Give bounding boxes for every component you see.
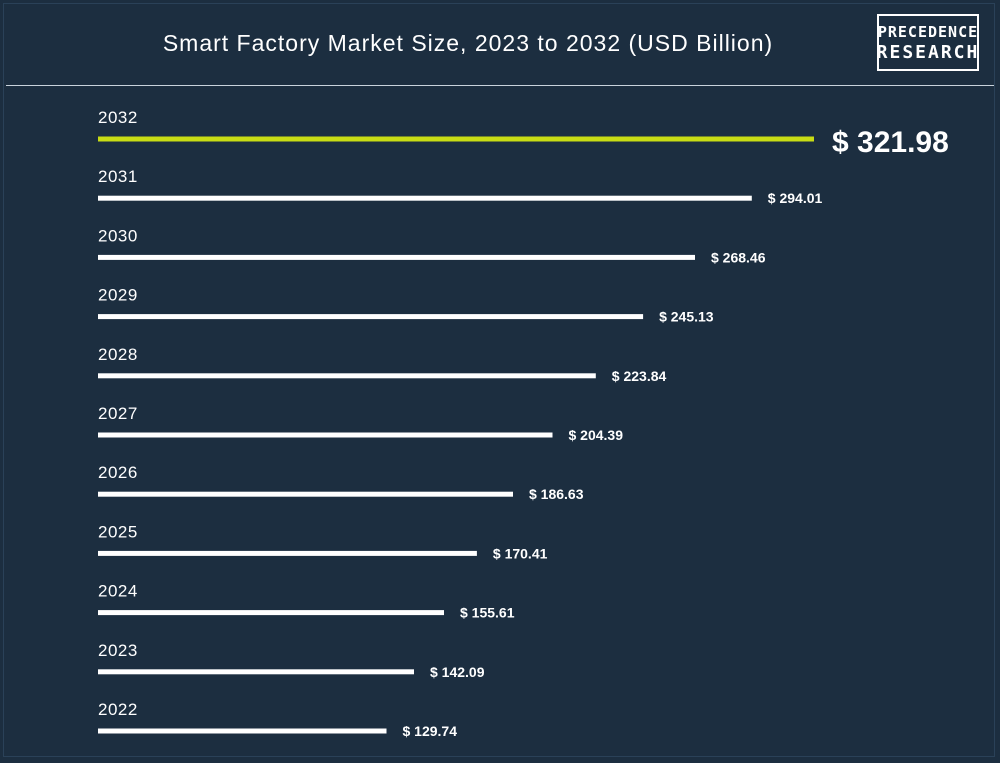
year-label: 2030 xyxy=(98,226,138,245)
value-label: $ 170.41 xyxy=(493,545,548,561)
bar xyxy=(98,669,414,675)
bar xyxy=(98,314,644,320)
value-label: $ 129.74 xyxy=(403,723,458,739)
chart-frame xyxy=(3,3,995,757)
year-label: 2032 xyxy=(98,108,138,127)
bar xyxy=(98,432,553,438)
value-label: $ 294.01 xyxy=(768,190,823,206)
value-label: $ 268.46 xyxy=(711,249,766,265)
bar xyxy=(98,728,387,734)
highlight-bar xyxy=(98,136,814,142)
year-label: 2023 xyxy=(98,641,138,660)
year-label: 2031 xyxy=(98,167,138,186)
year-label: 2029 xyxy=(98,286,138,305)
logo-line-2: RESEARCH xyxy=(876,41,980,63)
year-label: 2025 xyxy=(98,522,138,541)
year-label: 2022 xyxy=(98,700,138,719)
year-label: 2028 xyxy=(98,345,138,364)
value-label: $ 245.13 xyxy=(659,309,714,325)
value-label: $ 204.39 xyxy=(569,427,624,443)
logo-line-1: PRECEDENCE xyxy=(877,22,979,41)
header-divider xyxy=(6,85,994,86)
bar xyxy=(98,254,695,260)
precedence-research-logo: PRECEDENCE RESEARCH xyxy=(877,14,979,71)
bar xyxy=(98,195,752,201)
value-label: $ 155.61 xyxy=(460,605,515,621)
value-label: $ 142.09 xyxy=(430,664,485,680)
value-label: $ 321.98 xyxy=(832,126,949,159)
year-label: 2024 xyxy=(98,582,138,601)
value-label: $ 223.84 xyxy=(612,368,667,384)
bar xyxy=(98,550,477,556)
year-label: 2026 xyxy=(98,463,138,482)
year-label: 2027 xyxy=(98,404,138,423)
value-label: $ 186.63 xyxy=(529,486,584,502)
bar xyxy=(98,491,513,497)
chart-title: Smart Factory Market Size, 2023 to 2032 … xyxy=(162,30,774,56)
bar xyxy=(98,373,596,379)
bar xyxy=(98,610,444,616)
